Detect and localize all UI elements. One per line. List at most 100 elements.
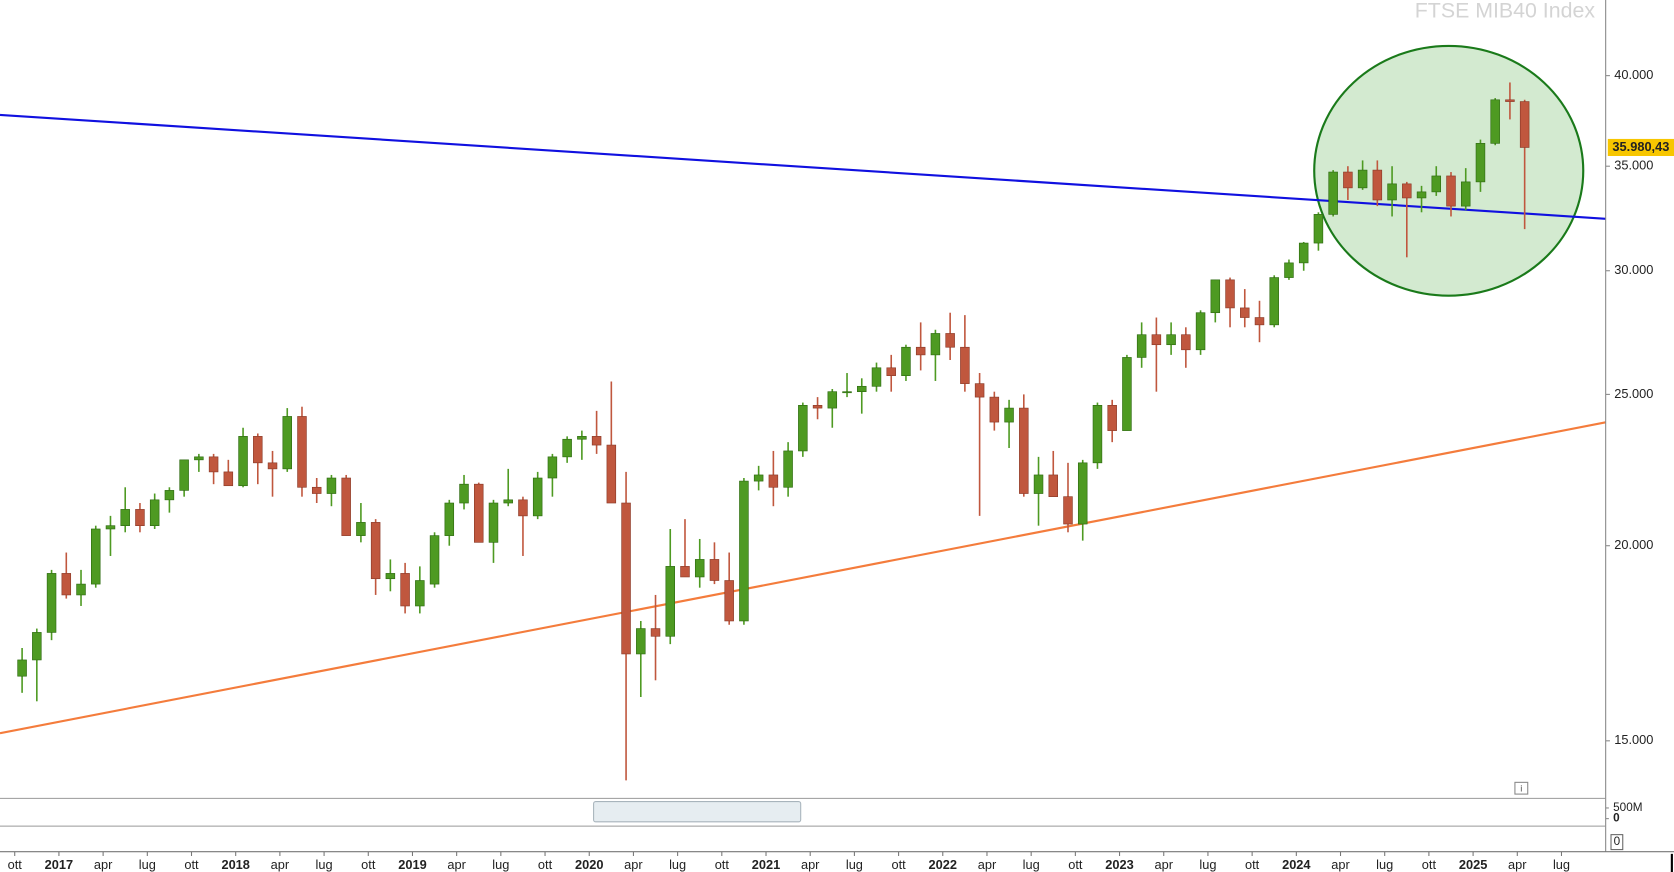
info-icon[interactable] (1514, 781, 1529, 795)
candle-body (901, 346, 911, 376)
candle-body (149, 499, 160, 526)
x-tick-label: apr (94, 857, 113, 872)
candle-body (1416, 191, 1427, 199)
price-marker (1607, 138, 1674, 157)
candle-body (1195, 312, 1206, 351)
candle-body (709, 559, 720, 581)
candle-body (562, 438, 572, 458)
x-tick-label: ott (891, 857, 906, 872)
candle-body (798, 405, 808, 452)
candle-body (768, 474, 779, 488)
candle-body (474, 483, 484, 543)
x-tick-label: apr (271, 857, 290, 872)
candle-body (1048, 474, 1059, 497)
candle-body (650, 628, 661, 637)
candle-body (960, 346, 970, 384)
candle-body (915, 346, 926, 356)
candle-body (105, 525, 116, 530)
candle-body (532, 477, 543, 517)
x-tick-label: 2017 (45, 857, 73, 872)
candle-body (1019, 407, 1029, 494)
candle-body (415, 580, 425, 607)
x-tick-label: 2022 (929, 857, 957, 872)
y-tick-label: 30.000 (1614, 262, 1653, 277)
candle-body (1254, 317, 1265, 326)
x-tick-label: ott (1422, 857, 1437, 872)
x-tick-label: apr (624, 857, 643, 872)
candle-body (827, 391, 838, 409)
info-icon-glyph: i (1520, 783, 1522, 794)
candle-body (857, 385, 867, 393)
candle-body (1460, 181, 1471, 207)
x-tick-label: apr (447, 857, 466, 872)
candle-body (46, 573, 57, 633)
candle-body (1166, 334, 1176, 346)
x-tick-label: lug (1553, 857, 1570, 872)
x-tick-label: 2018 (221, 857, 249, 872)
candle-body (164, 490, 175, 501)
plot (0, 82, 1606, 781)
x-tick-label: apr (1154, 857, 1173, 872)
candle-body (1431, 175, 1442, 193)
candle-body (267, 462, 278, 470)
scrollbar-thumb[interactable] (593, 801, 802, 823)
candle-body (1328, 171, 1338, 215)
candle-body (370, 522, 381, 580)
candle-body (297, 416, 307, 488)
x-tick-label: ott (715, 857, 730, 872)
candle-body (282, 416, 292, 470)
x-tick-label: ott (8, 857, 23, 872)
panel2-tick (1610, 834, 1624, 851)
trendline (0, 113, 1606, 220)
candle-body (429, 535, 440, 585)
trendline (0, 421, 1606, 735)
x-tick-label: apr (978, 857, 997, 872)
candle-body (783, 450, 793, 488)
candle-body (194, 456, 204, 461)
x-tick-label: apr (1508, 857, 1527, 872)
candle-body (591, 436, 602, 446)
x-tick-label: ott (1245, 857, 1260, 872)
candle-body (444, 502, 455, 536)
candle-body (989, 396, 1000, 423)
x-tick-label: ott (184, 857, 199, 872)
candle-body (120, 509, 130, 526)
candle-body (812, 405, 823, 409)
y-tick-label: 25.000 (1614, 386, 1653, 401)
candle-body (179, 459, 189, 491)
candle-body (1284, 262, 1294, 278)
candle-body (1505, 99, 1515, 102)
y-tick-label: 45.000 (1614, 0, 1653, 2)
x-tick-label: 2019 (398, 857, 426, 872)
y-tick-label: 40.000 (1614, 67, 1653, 82)
candle-body (724, 580, 734, 622)
volume-tick-label: 0 (1613, 812, 1620, 825)
x-tick-label: lug (492, 857, 509, 872)
candle-body (459, 483, 469, 504)
candle-body (1136, 334, 1147, 358)
x-tick-label: lug (846, 857, 863, 872)
candle-body (1475, 143, 1486, 183)
candle-body (238, 436, 248, 487)
candle-body (1033, 474, 1044, 494)
candle-body (91, 528, 101, 585)
x-tick-label: lug (1376, 857, 1393, 872)
candle-body (1343, 171, 1353, 189)
highlight-ellipse (1313, 44, 1585, 297)
candle-body (503, 499, 513, 504)
x-tick-label: apr (801, 857, 820, 872)
candle-body (356, 522, 366, 536)
candle-body (311, 486, 322, 494)
candle-body (1122, 357, 1132, 431)
chart-title: FTSE MIB40 Index (1415, 0, 1596, 22)
y-tick-label: 20.000 (1614, 537, 1653, 552)
candle-body (974, 383, 985, 398)
x-tick-label: ott (1068, 857, 1083, 872)
candle-body (488, 502, 499, 543)
candle-body (385, 573, 396, 580)
candle-body (1151, 334, 1162, 346)
candle-body (1490, 99, 1500, 144)
panel2-tick-label: 0 (1614, 835, 1621, 848)
candle-body (739, 480, 749, 622)
candle-body (1004, 407, 1014, 423)
